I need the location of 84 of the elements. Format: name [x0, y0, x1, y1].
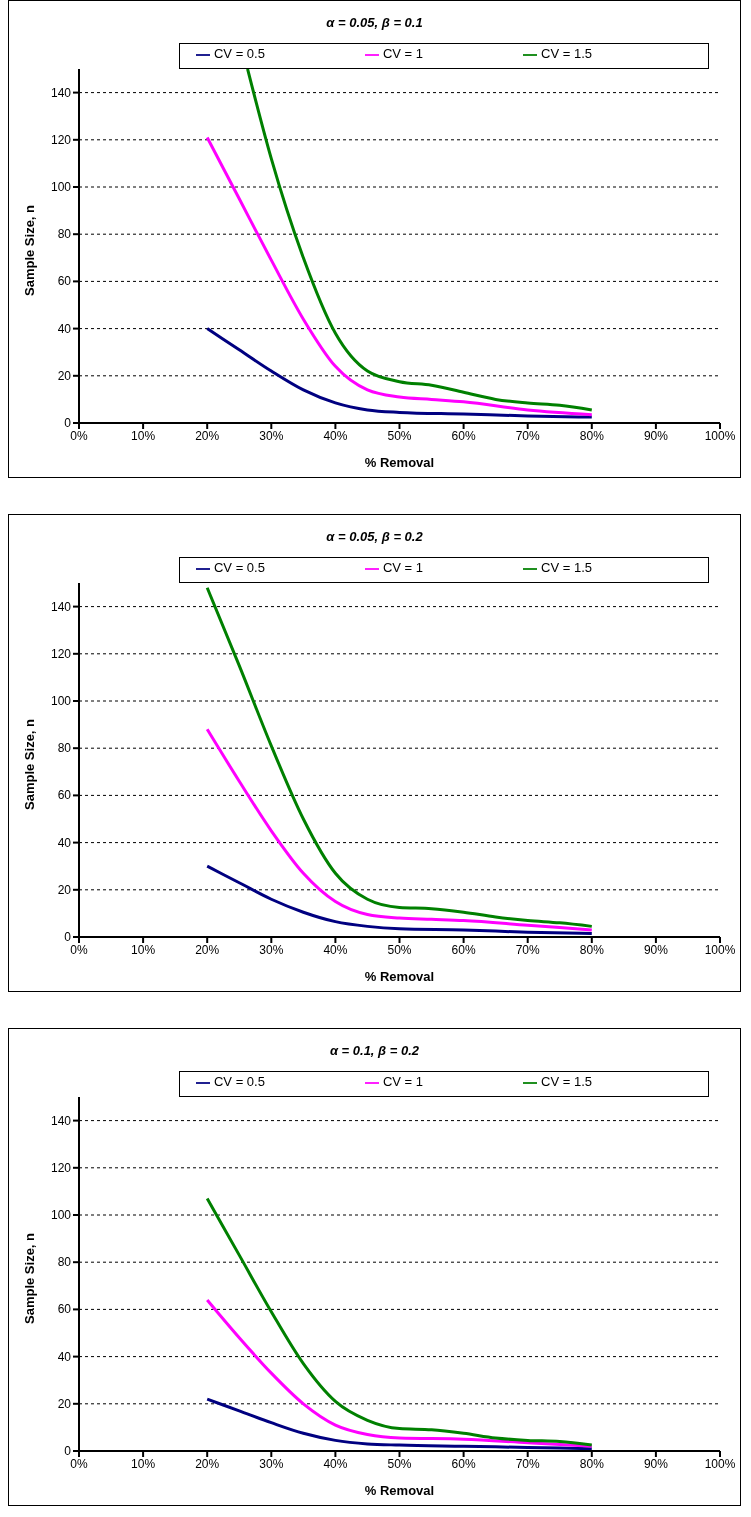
x-tick-label: 10%	[131, 1456, 156, 1471]
x-tick-label: 50%	[387, 428, 412, 443]
legend-label: CV = 1.5	[541, 46, 592, 61]
x-tick-label: 70%	[515, 942, 541, 957]
y-tick-label: 0	[64, 416, 72, 430]
y-axis-title: Sample Size, n	[21, 1232, 37, 1324]
x-tick-label: 80%	[579, 942, 605, 957]
y-tick-label: 120	[50, 646, 72, 661]
y-tick-label: 80	[57, 741, 72, 756]
legend-label: CV = 0.5	[213, 560, 265, 575]
y-tick-label: 20	[57, 368, 72, 383]
x-tick-label: 40%	[323, 1456, 348, 1471]
x-tick-label: 40%	[323, 428, 348, 443]
x-tick-label: 100%	[704, 428, 736, 443]
x-tick-label: 0%	[70, 942, 88, 957]
line-series	[205, 1397, 594, 1451]
x-tick-label: 70%	[515, 428, 541, 443]
y-axis-title: Sample Size, n	[21, 204, 37, 296]
x-tick-label: 20%	[195, 942, 220, 957]
chart-title: α = 0.05, β = 0.1	[325, 14, 424, 32]
x-axis-title: % Removal	[364, 969, 435, 984]
y-tick-label: 140	[50, 85, 72, 100]
y-tick-label: 60	[57, 1302, 72, 1317]
legend-label: CV = 1.5	[541, 560, 592, 575]
line-series	[205, 1196, 594, 1447]
x-tick-label: 60%	[451, 428, 476, 443]
y-tick-label: 20	[57, 1396, 72, 1411]
line-series	[205, 327, 594, 419]
line-series	[205, 586, 594, 928]
x-tick-label: 60%	[451, 1456, 476, 1471]
x-tick-label: 40%	[323, 942, 348, 957]
y-tick-label: 100	[50, 1208, 72, 1222]
y-tick-label: 40	[57, 835, 72, 850]
x-tick-label: 0%	[70, 1456, 88, 1471]
x-tick-label: 80%	[579, 428, 605, 443]
x-tick-label: 90%	[643, 942, 669, 957]
x-tick-label: 50%	[387, 942, 412, 957]
x-tick-label: 90%	[643, 428, 669, 443]
legend-label: CV = 1.5	[541, 1074, 592, 1089]
x-tick-label: 70%	[515, 1456, 541, 1471]
y-axis-title: Sample Size, n	[21, 718, 37, 810]
x-tick-label: 90%	[643, 1456, 669, 1471]
x-tick-label: 30%	[259, 1456, 284, 1471]
y-tick-label: 100	[50, 694, 72, 708]
legend-label: CV = 0.5	[213, 1074, 265, 1089]
line-series	[205, 864, 594, 935]
line-series	[246, 69, 594, 412]
x-tick-label: 0%	[70, 428, 88, 443]
x-tick-label: 10%	[131, 428, 156, 443]
x-axis-title: % Removal	[364, 455, 435, 470]
chart-title: α = 0.05, β = 0.2	[325, 528, 424, 546]
x-tick-label: 10%	[131, 942, 156, 957]
line-series	[205, 135, 594, 417]
y-tick-label: 120	[50, 1160, 72, 1175]
x-tick-label: 30%	[259, 942, 284, 957]
chart-title: α = 0.1, β = 0.2	[328, 1042, 421, 1060]
x-tick-label: 20%	[195, 428, 220, 443]
legend-label: CV = 0.5	[213, 46, 265, 61]
legend-label: CV = 1	[382, 560, 424, 575]
line-series	[205, 1298, 594, 1448]
y-tick-label: 120	[50, 132, 72, 147]
y-tick-label: 60	[57, 788, 72, 803]
x-tick-label: 60%	[451, 942, 476, 957]
x-tick-label: 100%	[704, 942, 736, 957]
y-tick-label: 100	[50, 180, 72, 194]
y-tick-label: 0	[64, 930, 72, 944]
x-axis-title: % Removal	[364, 1483, 435, 1498]
y-tick-label: 40	[57, 321, 72, 336]
y-tick-label: 140	[50, 1113, 72, 1128]
y-tick-label: 140	[50, 599, 72, 614]
y-tick-label: 40	[57, 1349, 72, 1364]
y-tick-label: 80	[57, 227, 72, 242]
legend-label: CV = 1	[382, 1074, 424, 1089]
legend-label: CV = 1	[382, 46, 424, 61]
y-tick-label: 20	[57, 882, 72, 897]
x-tick-label: 50%	[387, 1456, 412, 1471]
x-tick-label: 100%	[704, 1456, 736, 1471]
x-tick-label: 30%	[259, 428, 284, 443]
y-tick-label: 80	[57, 1255, 72, 1270]
x-tick-label: 80%	[579, 1456, 605, 1471]
y-tick-label: 0	[64, 1444, 72, 1458]
line-series	[205, 727, 594, 932]
x-tick-label: 20%	[195, 1456, 220, 1471]
y-tick-label: 60	[57, 274, 72, 289]
